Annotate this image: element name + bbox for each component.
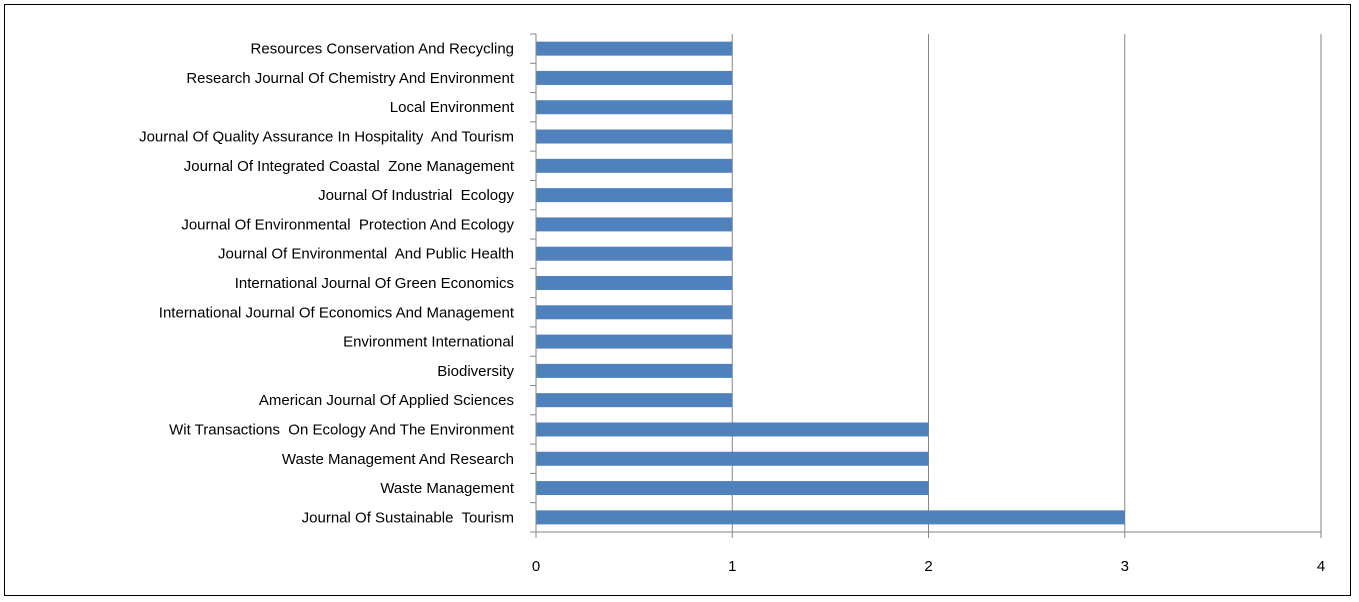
bar — [536, 422, 929, 437]
category-label: Journal Of Sustainable Tourism — [302, 509, 514, 526]
x-tick-label: 4 — [1317, 558, 1325, 575]
bar — [536, 129, 733, 144]
x-tick-label: 2 — [924, 558, 932, 575]
bar — [536, 188, 733, 203]
bar — [536, 276, 733, 290]
category-label: Journal Of Industrial Ecology — [318, 187, 514, 204]
bar — [536, 217, 733, 232]
category-label: Environment International — [343, 334, 514, 351]
bar — [536, 70, 733, 85]
x-tick-label: 0 — [532, 558, 540, 575]
bar — [536, 363, 733, 378]
bar — [536, 158, 733, 173]
bar — [536, 246, 733, 261]
category-label: Waste Management — [380, 480, 515, 497]
category-label: Biodiversity — [437, 363, 514, 380]
category-label: Resources Conservation And Recycling — [251, 41, 514, 58]
category-label: Journal Of Environmental And Public Heal… — [218, 246, 514, 263]
category-label: International Journal Of Economics And M… — [159, 304, 515, 321]
x-tick-label: 3 — [1121, 558, 1129, 575]
category-label: Journal Of Integrated Coastal Zone Manag… — [184, 158, 515, 175]
category-label: International Journal Of Green Economics — [235, 275, 514, 292]
bar — [536, 451, 929, 466]
category-label: Journal Of Environmental Protection And … — [181, 216, 514, 233]
bar — [536, 41, 733, 56]
bar — [536, 305, 733, 320]
bar — [536, 393, 733, 408]
x-tick-label: 1 — [728, 558, 736, 575]
category-label: Wit Transactions On Ecology And The Envi… — [169, 421, 515, 438]
bar — [536, 334, 733, 349]
bar — [536, 100, 733, 115]
bar — [536, 510, 1125, 525]
bar — [536, 481, 929, 496]
category-label: Journal Of Quality Assurance In Hospital… — [139, 129, 514, 146]
category-label: American Journal Of Applied Sciences — [259, 392, 514, 409]
category-label: Local Environment — [390, 99, 515, 116]
category-label: Research Journal Of Chemistry And Enviro… — [186, 70, 514, 87]
category-label: Waste Management And Research — [282, 451, 514, 468]
